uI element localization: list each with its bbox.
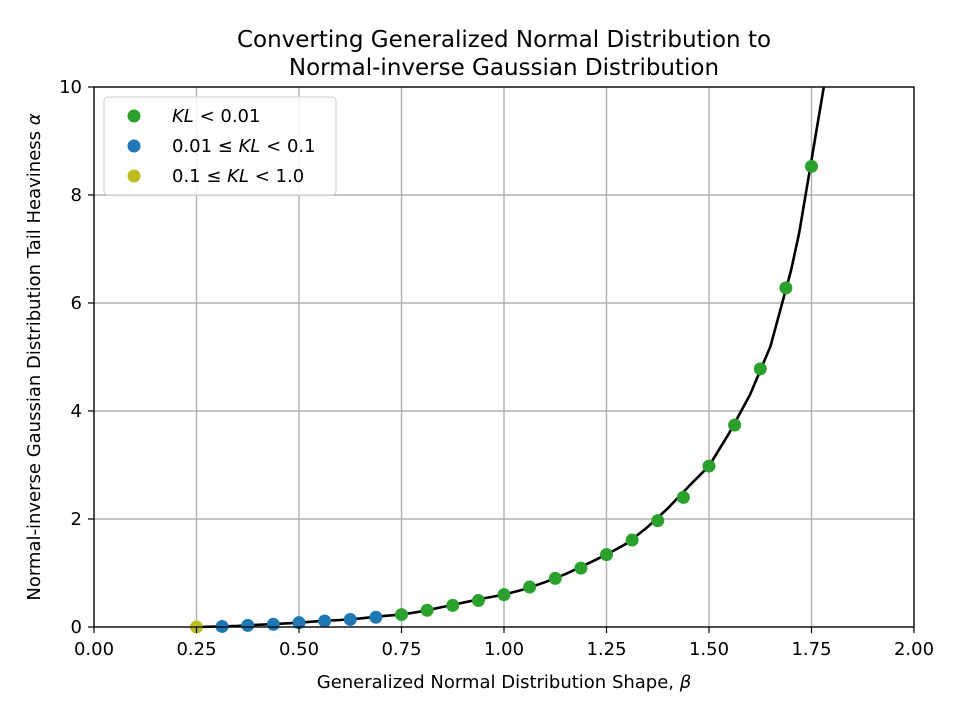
data-point-series-1 <box>548 571 562 585</box>
legend-marker <box>127 109 141 123</box>
legend-marker <box>127 169 141 183</box>
x-axis-label: Generalized Normal Distribution Shape, β <box>317 672 692 693</box>
data-point-series-1 <box>471 594 485 608</box>
y-axis-label: Normal-inverse Gaussian Distribution Tai… <box>24 113 45 600</box>
y-tick-label: 10 <box>59 77 82 98</box>
data-point-series-2 <box>369 610 383 624</box>
y-axis-ticks: 0 2 4 6 8 10 <box>59 77 94 638</box>
data-point-series-1 <box>395 608 408 622</box>
y-tick-label: 4 <box>71 401 82 422</box>
x-tick-label: 1.00 <box>484 639 524 660</box>
legend-label-suffix: < 1.0 <box>249 166 304 187</box>
data-point-series-1 <box>497 588 511 602</box>
legend-label-variable: KL <box>239 136 261 157</box>
x-tick-label: 0.00 <box>74 639 114 660</box>
chart-title-line-1: Converting Generalized Normal Distributi… <box>237 27 771 53</box>
y-axis-label-text: Normal-inverse Gaussian Distribution Tai… <box>24 125 45 600</box>
data-point-series-1 <box>523 580 537 594</box>
y-tick-label: 8 <box>71 185 82 206</box>
data-point-series-1 <box>753 362 767 376</box>
x-axis-label-text: Generalized Normal Distribution Shape, <box>317 672 680 693</box>
y-tick-label: 0 <box>71 617 82 638</box>
x-tick-label: 0.50 <box>279 639 319 660</box>
legend-label: 0.1 ≤ KL < 1.0 <box>172 166 304 187</box>
y-axis-label-symbol: α <box>24 113 45 125</box>
data-point-series-2 <box>343 612 357 626</box>
legend-marker <box>127 139 141 153</box>
data-point-series-1 <box>805 159 818 173</box>
data-point-series-2 <box>318 614 332 628</box>
x-tick-label: 0.25 <box>176 639 216 660</box>
data-point-series-1 <box>600 548 613 562</box>
data-point-series-2 <box>266 617 280 631</box>
data-point-series-2 <box>292 616 306 630</box>
legend-label-variable: KL <box>227 166 249 187</box>
data-point-series-1 <box>702 459 716 473</box>
data-point-series-1 <box>574 561 588 575</box>
y-tick-label: 2 <box>71 509 82 530</box>
y-tick-label: 6 <box>71 293 82 314</box>
legend-label: KL < 0.01 <box>172 106 260 127</box>
data-point-series-1 <box>779 281 793 295</box>
x-axis-ticks: 0.00 0.25 0.50 0.75 1.00 1.25 1.50 1.75 2.00 <box>74 627 934 660</box>
legend-label-prefix: 0.1 ≤ <box>172 166 227 187</box>
legend-label-suffix: < 0.1 <box>260 136 315 157</box>
points-layer <box>190 159 818 634</box>
legend-items: KL < 0.01 0.01 ≤ KL < 0.1 0.1 ≤ KL < 1.0 <box>127 106 316 187</box>
x-tick-label: 1.50 <box>689 639 729 660</box>
x-tick-label: 1.25 <box>586 639 626 660</box>
legend: KL < 0.01 0.01 ≤ KL < 0.1 0.1 ≤ KL < 1.0 <box>103 96 337 196</box>
x-tick-label: 0.75 <box>381 639 421 660</box>
data-point-series-1 <box>625 533 639 547</box>
data-point-series-2 <box>241 618 255 632</box>
x-tick-label: 2.00 <box>894 639 934 660</box>
data-point-series-1 <box>676 490 690 504</box>
x-tick-label: 1.75 <box>791 639 831 660</box>
x-axis-label-symbol: β <box>679 672 692 693</box>
data-point-series-1 <box>651 514 665 528</box>
legend-box <box>103 96 337 196</box>
legend-label-suffix: < 0.01 <box>194 106 261 127</box>
legend-label-variable: KL <box>172 106 194 127</box>
legend-label-prefix: 0.01 ≤ <box>172 136 239 157</box>
chart-title-line-2: Normal-inverse Gaussian Distribution <box>289 55 719 81</box>
data-point-series-1 <box>728 418 742 432</box>
data-point-series-1 <box>446 598 460 612</box>
data-point-series-1 <box>420 603 434 617</box>
legend-label: 0.01 ≤ KL < 0.1 <box>172 136 316 157</box>
